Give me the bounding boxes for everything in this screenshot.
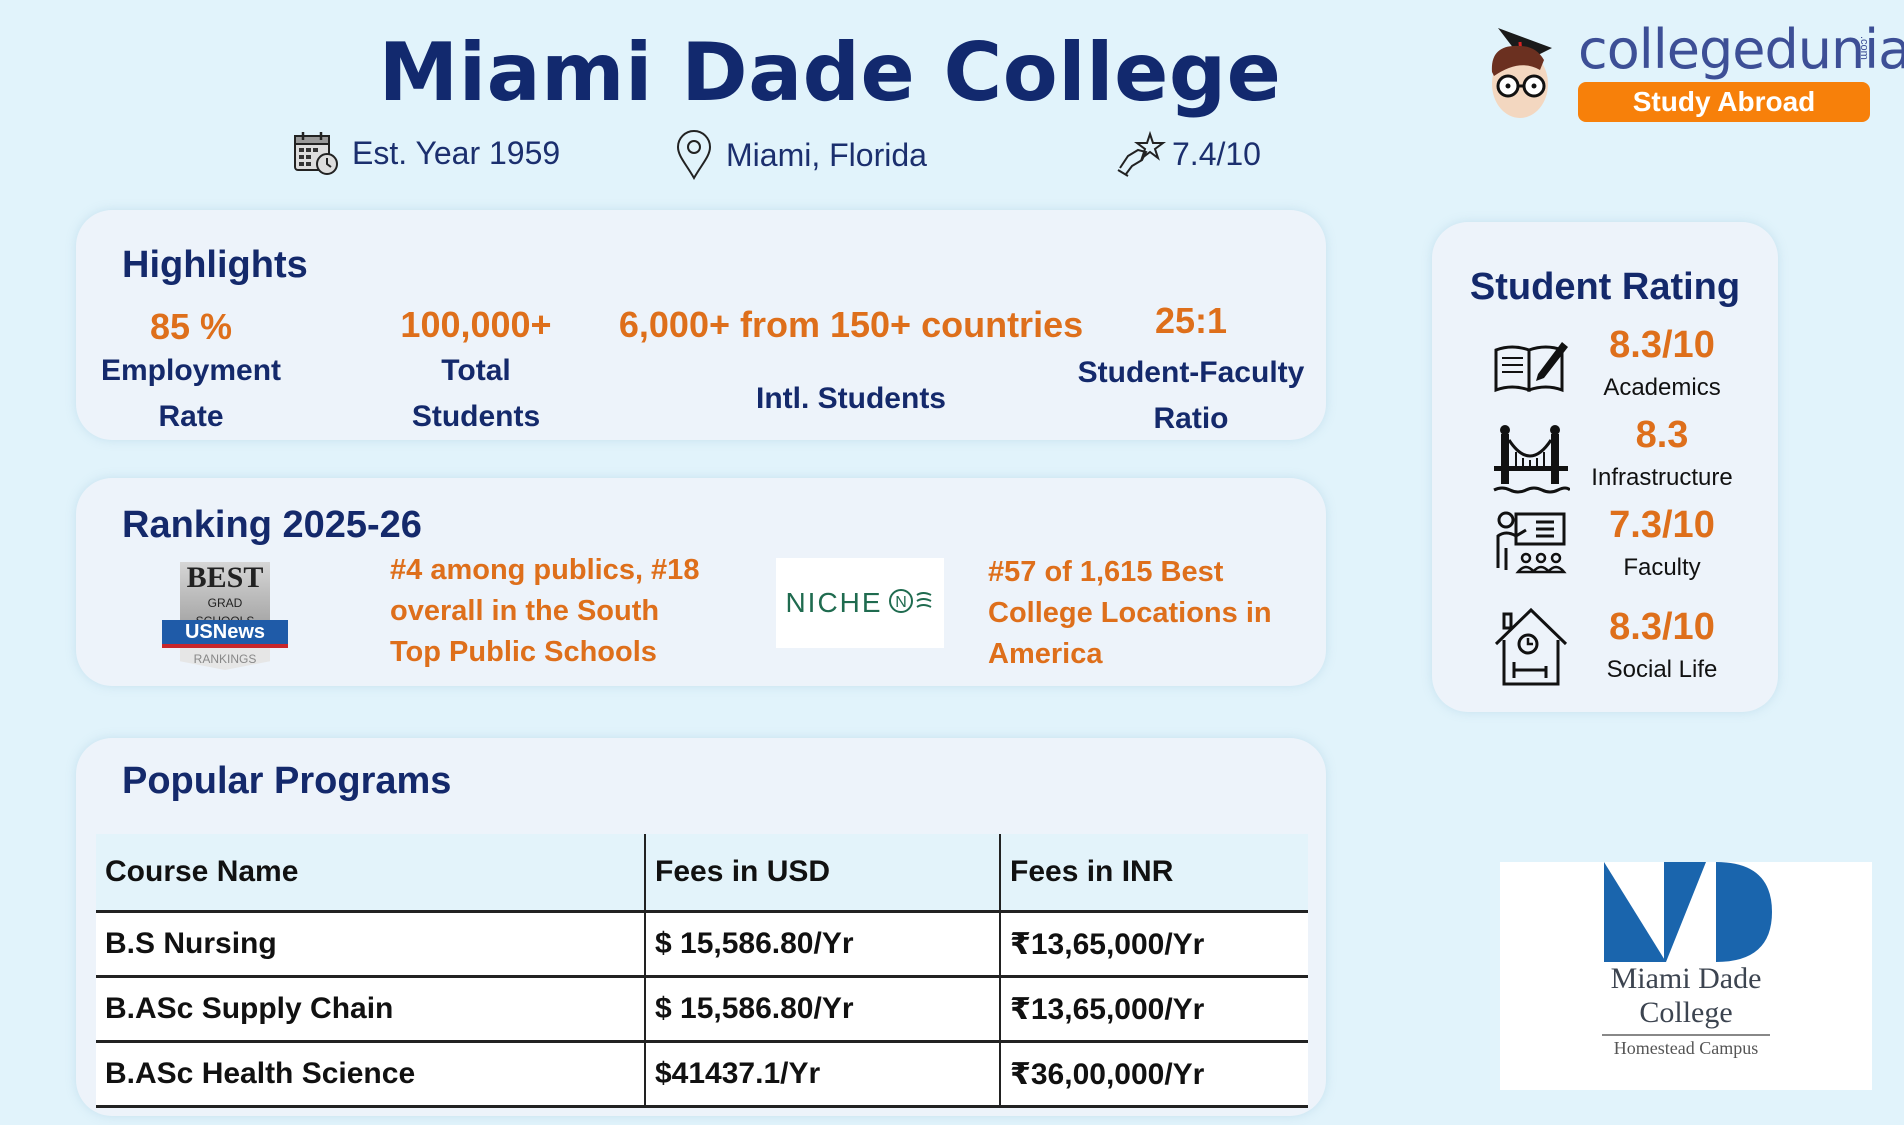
highlight-employment: 85 % Employment Rate xyxy=(86,306,296,440)
highlight-label: Rate xyxy=(158,400,224,433)
collegedunia-suffix: .com xyxy=(1858,36,1870,60)
fees-usd: $ 15,586.80/Yr xyxy=(645,911,1001,977)
teacher-icon xyxy=(1492,508,1570,586)
popular-programs-card: Popular Programs Course Name Fees in USD… xyxy=(76,738,1326,1116)
column-header: Fees in INR xyxy=(1000,834,1308,912)
highlight-student-faculty-ratio: 25:1 Student-Faculty Ratio xyxy=(1056,300,1326,442)
ranking-line: #57 of 1,615 Best xyxy=(988,556,1224,588)
fees-usd: $ 15,586.80/Yr xyxy=(645,976,1001,1042)
fees-usd: $41437.1/Yr xyxy=(645,1041,1001,1107)
highlights-card: Highlights 85 % Employment Rate 100,000+… xyxy=(76,210,1326,440)
highlights-title: Highlights xyxy=(122,244,308,286)
highlight-label: Student-Faculty xyxy=(1077,356,1305,389)
rating-label: Faculty xyxy=(1623,554,1701,581)
page-title: Miami Dade College xyxy=(378,26,1282,119)
highlight-value: 100,000+ xyxy=(400,304,552,345)
fees-inr: ₹13,65,000/Yr xyxy=(1000,911,1308,977)
table-row: B.ASc Health Science $41437.1/Yr ₹36,00,… xyxy=(96,1041,1308,1107)
niche-wordmark: NICHE xyxy=(785,587,883,618)
niche-n-icon: N xyxy=(887,587,935,620)
logo-divider xyxy=(1602,1034,1770,1036)
established-info: Est. Year 1959 xyxy=(292,130,560,176)
niche-ranking-text: #57 of 1,615 Best College Locations in A… xyxy=(988,552,1272,675)
student-rating-card: Student Rating 8.3/10 Academics 8.3 Infr… xyxy=(1432,222,1778,712)
rating-value: 7.3/10 xyxy=(1609,504,1715,546)
highlight-label: Employment xyxy=(100,354,282,387)
logo-line-2: College xyxy=(1639,996,1733,1029)
logo-line-1: Miami Dade xyxy=(1610,962,1762,995)
rating-value: 8.3 xyxy=(1635,414,1689,456)
highlight-label: Students xyxy=(411,400,541,433)
ranking-card: Ranking 2025-26 BEST GRAD SCHOOLS USNews… xyxy=(76,478,1326,686)
highlight-label: Intl. Students xyxy=(756,382,946,415)
rating-label: Academics xyxy=(1603,374,1721,401)
overall-rating-info: 7.4/10 xyxy=(1116,130,1261,178)
course-name: B.ASc Health Science xyxy=(96,1041,646,1107)
fees-inr: ₹36,00,000/Yr xyxy=(1000,1041,1308,1107)
table-row: B.ASc Supply Chain $ 15,586.80/Yr ₹13,65… xyxy=(96,976,1308,1042)
highlight-value: 25:1 xyxy=(1154,300,1228,341)
highlight-value: 6,000+ from 150+ countries xyxy=(618,304,1084,345)
highlight-label: Ratio xyxy=(1153,402,1229,435)
programs-table: Course Name Fees in USD Fees in INR B.S … xyxy=(96,834,1308,1108)
rating-faculty: 7.3/10 Faculty xyxy=(1432,502,1778,592)
location-info: Miami, Florida xyxy=(674,130,927,180)
highlight-intl-students: 6,000+ from 150+ countries Intl. Student… xyxy=(616,304,1086,422)
location-text: Miami, Florida xyxy=(726,136,927,173)
house-clock-icon xyxy=(1492,604,1570,686)
usnews-badge-logo: BEST GRAD SCHOOLS USNews RANKINGS xyxy=(162,562,288,672)
badge-rankings: RANKINGS xyxy=(180,648,270,670)
ranking-line: Top Public Schools xyxy=(390,636,657,668)
rating-infrastructure: 8.3 Infrastructure xyxy=(1432,414,1778,504)
calendar-clock-icon xyxy=(292,130,340,176)
ranking-line: America xyxy=(988,638,1103,670)
table-header-row: Course Name Fees in USD Fees in INR xyxy=(96,834,1308,912)
miami-dade-college-logo: Miami Dade College Homestead Campus xyxy=(1500,862,1872,1090)
rating-label: Social Life xyxy=(1606,656,1718,683)
programs-title: Popular Programs xyxy=(122,760,452,802)
svg-text:N: N xyxy=(895,594,907,611)
usnews-ranking-text: #4 among publics, #18 overall in the Sou… xyxy=(390,550,699,673)
badge-best: BEST xyxy=(186,561,264,594)
highlight-label: Total xyxy=(441,354,511,387)
badge-brand: USNews xyxy=(162,620,288,648)
column-header: Course Name xyxy=(96,834,646,912)
table-row: B.S Nursing $ 15,586.80/Yr ₹13,65,000/Yr xyxy=(96,911,1308,977)
map-pin-icon xyxy=(674,130,714,180)
rating-label: Infrastructure xyxy=(1591,464,1733,491)
logo-line-3: Homestead Campus xyxy=(1613,1038,1759,1058)
collegedunia-wordmark: collegedunia xyxy=(1578,18,1904,81)
rating-value: 8.3/10 xyxy=(1609,606,1715,648)
highlight-total-students: 100,000+ Total Students xyxy=(366,304,586,440)
student-rating-title: Student Rating xyxy=(1469,266,1741,308)
established-text: Est. Year 1959 xyxy=(352,134,561,171)
collegedunia-logo[interactable]: collegedunia .com Study Abroad xyxy=(1480,14,1904,124)
ranking-line: College Locations in xyxy=(988,597,1272,629)
ranking-title: Ranking 2025-26 xyxy=(122,504,422,546)
overall-rating-text: 7.4/10 xyxy=(1172,135,1261,172)
book-pencil-icon xyxy=(1492,328,1570,406)
md-monogram-icon xyxy=(1604,862,1774,967)
niche-logo: NICHE N xyxy=(776,558,944,648)
fees-inr: ₹13,65,000/Yr xyxy=(1000,976,1308,1042)
rating-value: 8.3/10 xyxy=(1609,324,1715,366)
mascot-icon xyxy=(1480,14,1572,129)
rating-academics: 8.3/10 Academics xyxy=(1432,322,1778,412)
course-name: B.ASc Supply Chain xyxy=(96,976,646,1042)
ranking-line: #4 among publics, #18 xyxy=(390,554,700,586)
column-header: Fees in USD xyxy=(645,834,1001,912)
course-name: B.S Nursing xyxy=(96,911,646,977)
ranking-line: overall in the South xyxy=(390,595,660,627)
bridge-icon xyxy=(1492,420,1572,498)
study-abroad-badge[interactable]: Study Abroad xyxy=(1578,82,1870,122)
highlight-value: 85 % xyxy=(149,306,233,347)
hand-star-icon xyxy=(1116,130,1170,178)
rating-social-life: 8.3/10 Social Life xyxy=(1432,598,1778,688)
